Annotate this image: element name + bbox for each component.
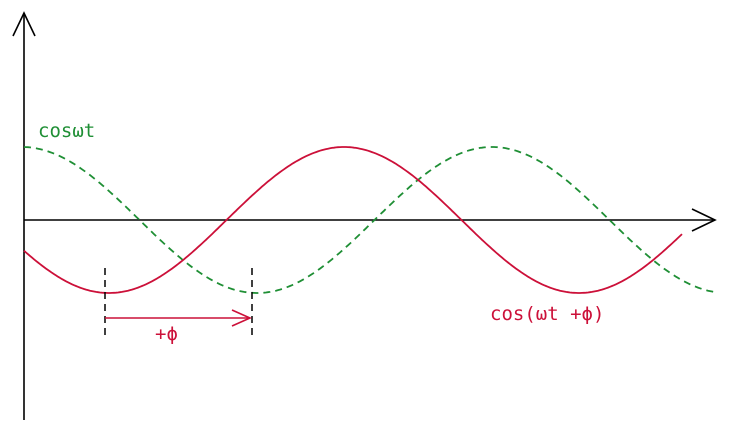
shift-label: +ϕ [155,323,178,345]
y-axis-arrow [12,11,36,37]
x-axis-arrow [691,208,717,232]
shifted-curve [23,146,683,294]
reference-label: cosωt [38,120,95,142]
shifted-label: cos(ωt +ϕ) [490,303,604,325]
shift-arrow-head [231,309,252,327]
